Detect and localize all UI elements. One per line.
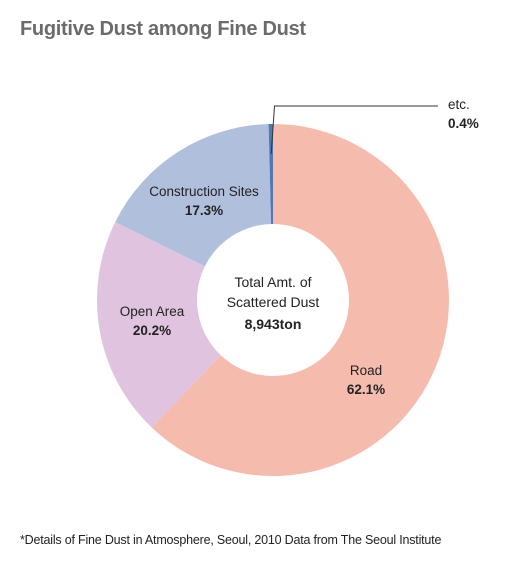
etc-leader-line [270, 105, 438, 155]
slice-label-open-area: Open Area [120, 304, 185, 319]
center-label-line-2: Scattered Dust [227, 294, 320, 310]
slice-value-open-area: 20.2% [133, 323, 171, 338]
slice-labels: Road 62.1% Open Area 20.2% Construction Site… [120, 97, 479, 397]
center-label-line-1: Total Amt. of [234, 274, 311, 290]
center-label: Total Amt. of Scattered Dust 8,943ton [227, 274, 320, 332]
slice-label-etc: etc. [448, 97, 470, 112]
slice-open-area [96, 222, 221, 428]
source-footnote: *Details of Fine Dust in Atmosphere, Seo… [20, 533, 442, 547]
slice-label-construction-sites: Construction Sites [149, 184, 259, 199]
slice-value-construction-sites: 17.3% [185, 203, 223, 218]
slice-label-road: Road [350, 363, 382, 378]
slice-road [151, 124, 450, 476]
center-label-line-3: 8,943ton [245, 316, 302, 332]
slice-construction-sites [115, 124, 272, 267]
chart-title: Fugitive Dust among Fine Dust [20, 18, 306, 40]
slice-value-road: 62.1% [347, 382, 385, 397]
chart-slices [96, 124, 450, 476]
slice-value-etc: 0.4% [448, 116, 479, 131]
